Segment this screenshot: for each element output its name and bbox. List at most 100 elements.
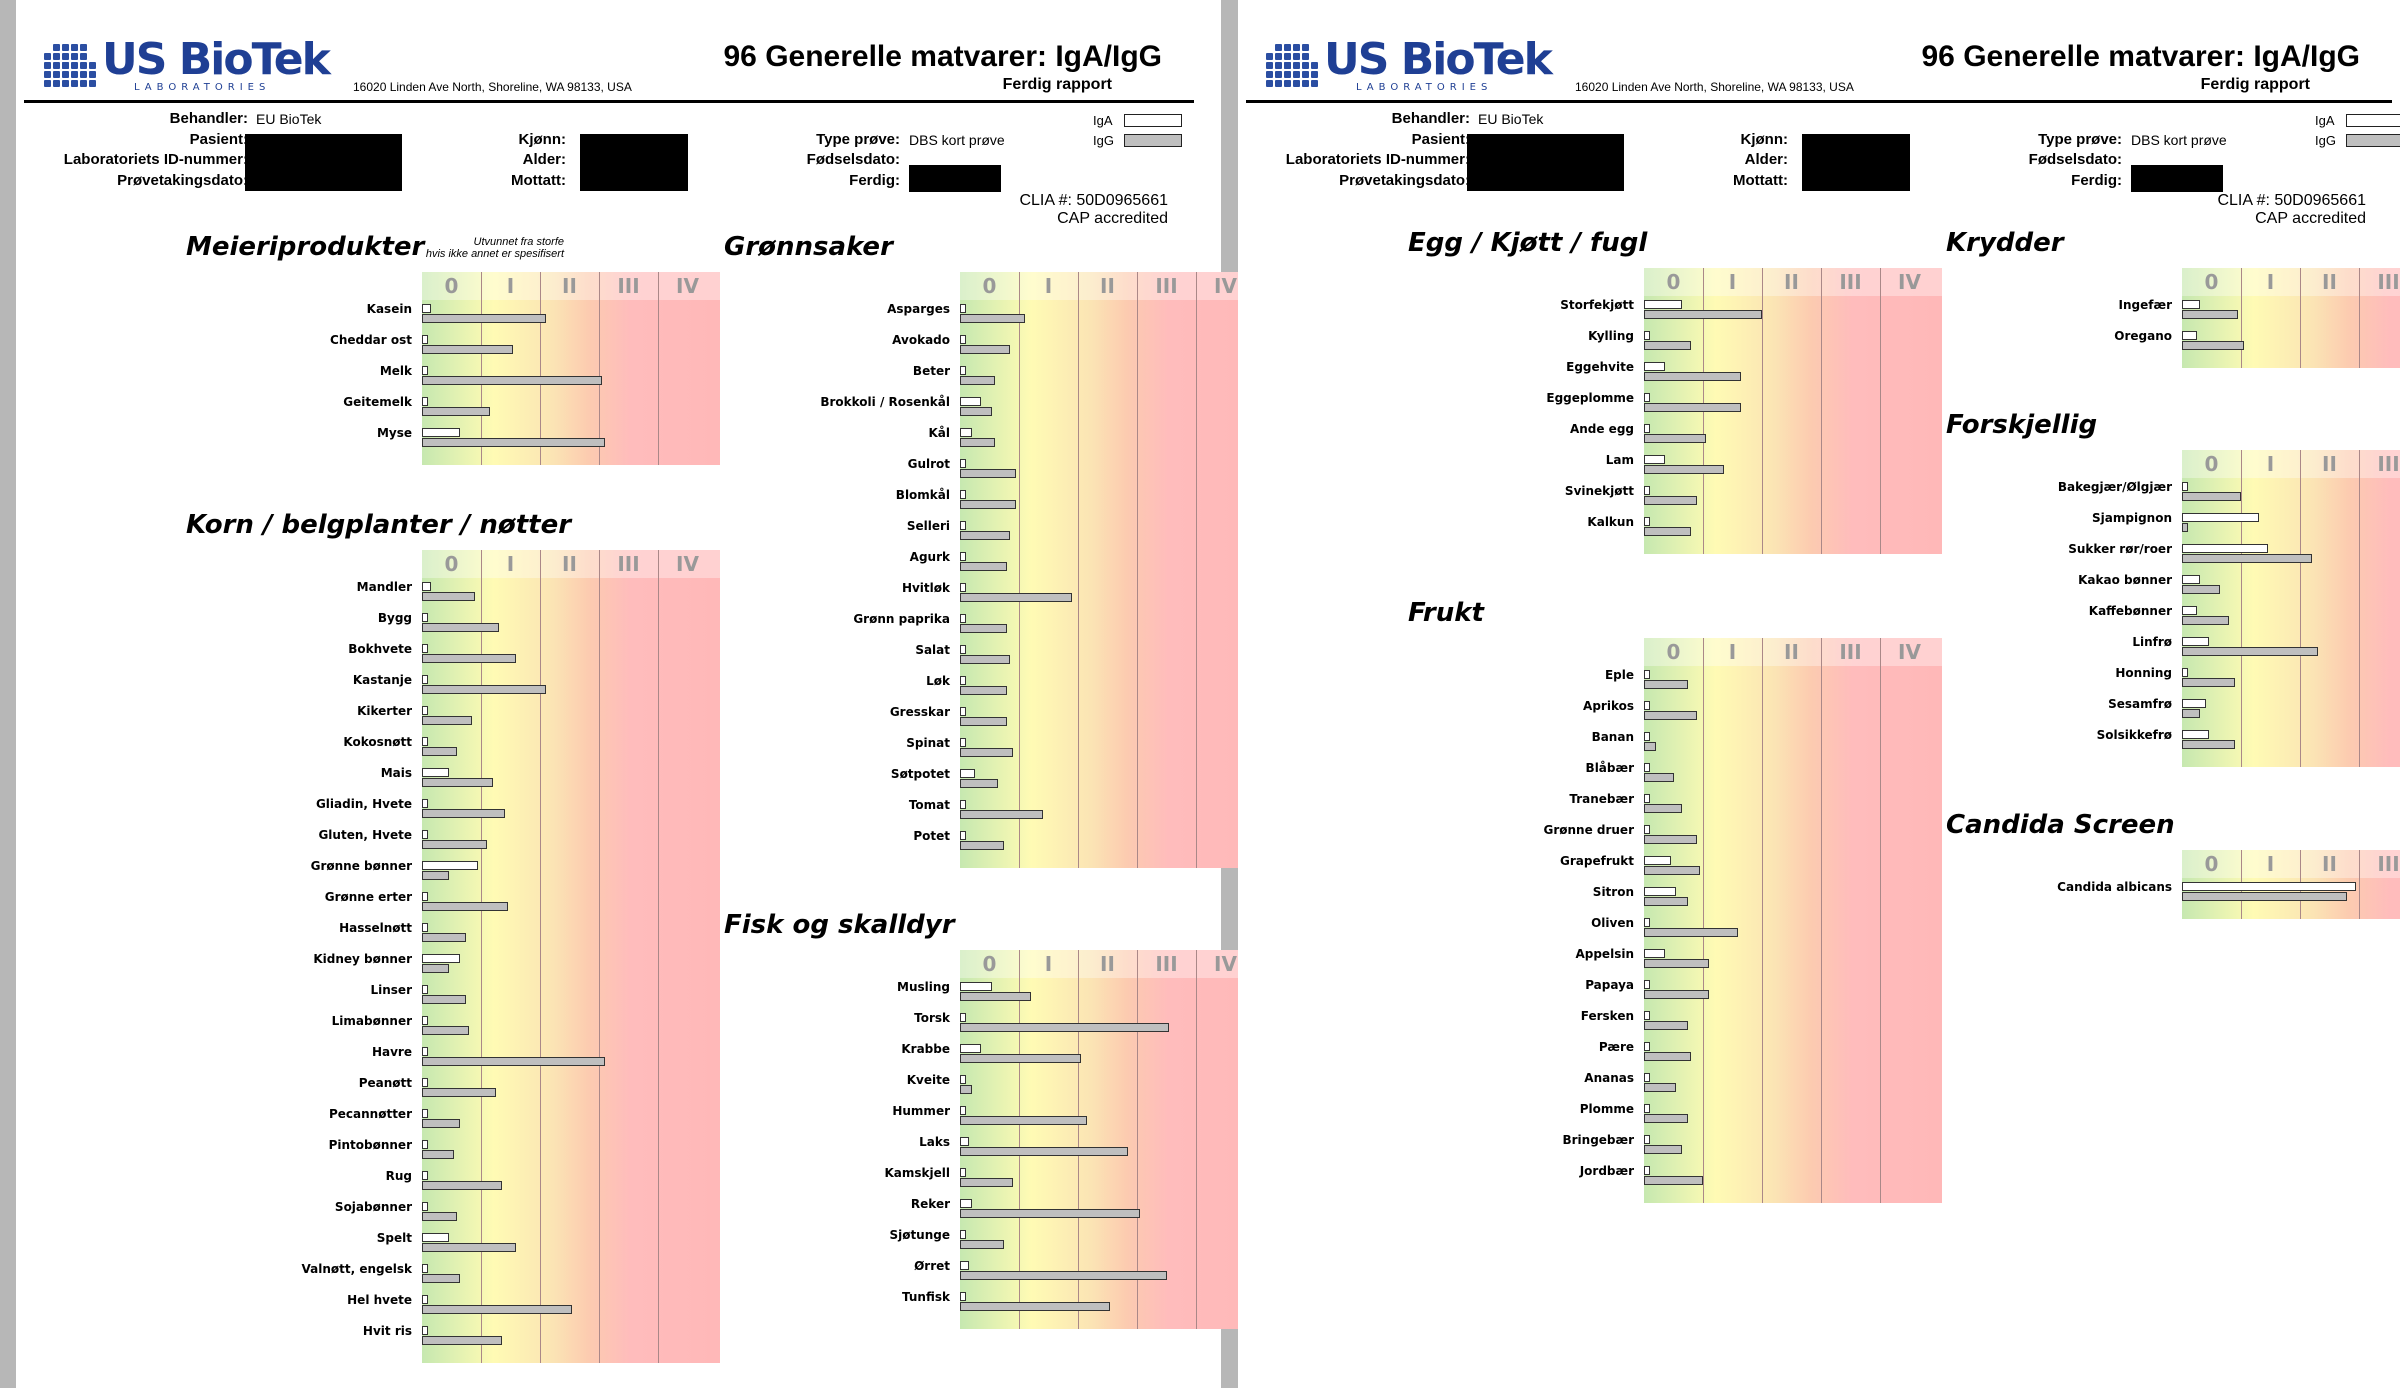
class-label-3: III (617, 274, 640, 298)
food-label: Banan (1591, 730, 1634, 744)
igg-bar (960, 1085, 972, 1094)
igg-bar (960, 1302, 1111, 1311)
iga-bar (960, 1199, 972, 1208)
igg-bar (422, 314, 546, 323)
igg-bar (1644, 527, 1692, 536)
food-label: Kål (928, 426, 950, 440)
food-label: Fersken (1580, 1009, 1634, 1023)
igg-bar (960, 1240, 1005, 1249)
iga-bar (960, 769, 975, 778)
iga-bar (960, 1106, 966, 1115)
iga-bar (960, 428, 972, 437)
class-label-1: I (1044, 274, 1053, 298)
iga-bar (1644, 362, 1665, 371)
iga-bar (1644, 393, 1650, 402)
clia-number: CLIA #: 50D0965661 (2217, 192, 2366, 209)
igg-bar (2182, 892, 2348, 901)
food-label: Lam (1605, 453, 1634, 467)
igg-bar (1644, 990, 1709, 999)
class-header (1644, 268, 1942, 296)
igg-bar (2182, 616, 2230, 625)
redacted-ferdig (2131, 165, 2223, 192)
logo-dots-icon (1266, 44, 1318, 90)
redacted-patient-info (1467, 134, 1624, 191)
iga-bar (1644, 1011, 1650, 1020)
igg-bar (960, 469, 1017, 478)
iga-bar (1644, 486, 1650, 495)
iga-bar (2182, 544, 2268, 553)
food-label: Hummer (892, 1104, 950, 1118)
food-label: Limabønner (331, 1014, 412, 1028)
class-label-0: 0 (2204, 852, 2219, 876)
igg-bar (960, 562, 1008, 571)
food-label: Oliven (1591, 916, 1634, 930)
food-label: Salat (915, 643, 950, 657)
food-label: Blomkål (895, 488, 950, 502)
header-rule (1246, 100, 2392, 103)
food-label: Sesamfrø (2108, 697, 2172, 711)
igg-bar (422, 654, 517, 663)
provetaking-label: Prøvetakingsdato: (117, 172, 248, 189)
iga-bar (960, 1292, 966, 1301)
iga-bar (960, 676, 966, 685)
food-label: Havre (371, 1045, 412, 1059)
iga-bar (960, 800, 966, 809)
igg-bar (1644, 959, 1709, 968)
igg-bar (960, 1178, 1014, 1187)
class-divider (2359, 850, 2360, 919)
logo-text: US BioTek (1324, 34, 1553, 85)
igg-bar (1644, 711, 1698, 720)
igg-bar (1644, 372, 1742, 381)
food-label: Hel hvete (347, 1293, 412, 1307)
report-subtitle: Ferdig rapport (1002, 76, 1112, 93)
iga-bar (1644, 794, 1650, 803)
igg-bar (1644, 1114, 1689, 1123)
class-label-1: I (506, 274, 515, 298)
igg-bar (960, 376, 996, 385)
igg-bar (422, 685, 546, 694)
iga-bar (2182, 300, 2200, 309)
iga-bar (960, 738, 966, 747)
food-label: Plomme (1579, 1102, 1634, 1116)
class-label-1: I (2266, 270, 2275, 294)
class-label-2: II (2322, 270, 2337, 294)
iga-bar (2182, 513, 2259, 522)
food-label: Ananas (1584, 1071, 1634, 1085)
food-label: Jordbær (1579, 1164, 1634, 1178)
class-divider (1196, 272, 1197, 868)
iga-bar (422, 304, 431, 313)
lab-address: 16020 Linden Ave North, Shoreline, WA 98… (1575, 80, 1854, 94)
iga-bar (960, 1075, 966, 1084)
iga-bar (422, 706, 428, 715)
food-label: Løk (926, 674, 950, 688)
food-label: Myse (376, 426, 412, 440)
igg-bar (422, 1274, 461, 1283)
iga-bar (422, 1078, 428, 1087)
clia-number: CLIA #: 50D0965661 (1019, 192, 1168, 209)
redacted-ferdig (909, 165, 1001, 192)
food-label: Gresskar (889, 705, 950, 719)
chart-title: Krydder (1946, 228, 2064, 258)
igg-bar (422, 1181, 502, 1190)
igg-bar (1644, 742, 1656, 751)
food-label: Tunfisk (902, 1290, 950, 1304)
igg-bar (2182, 492, 2241, 501)
igg-bar (422, 1150, 455, 1159)
class-divider (1762, 268, 1763, 554)
igg-bar (422, 1336, 502, 1345)
class-divider (599, 272, 600, 465)
iga-bar (1644, 1104, 1650, 1113)
logo-text: US BioTek (102, 34, 331, 85)
class-divider (599, 550, 600, 1363)
igg-bar (960, 1271, 1167, 1280)
iga-bar (422, 830, 428, 839)
food-label: Melk (379, 364, 412, 378)
food-label: Gluten, Hvete (318, 828, 412, 842)
food-label: Pecannøtter (328, 1107, 412, 1121)
igg-bar (2182, 585, 2221, 594)
igg-legend-label: IgG (2315, 133, 2336, 148)
igg-bar (960, 438, 996, 447)
class-label-1: I (2266, 852, 2275, 876)
food-label: Sukker rør/roer (2068, 542, 2172, 556)
iga-bar (960, 1137, 969, 1146)
